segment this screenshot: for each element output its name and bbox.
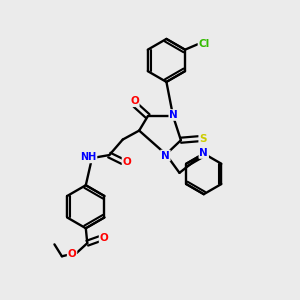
Text: S: S [199,134,207,144]
Text: N: N [200,148,208,158]
Text: O: O [130,96,139,106]
Text: N: N [161,151,170,160]
Text: O: O [100,233,108,243]
Text: Cl: Cl [199,39,210,49]
Text: O: O [68,249,76,259]
Text: N: N [169,110,178,120]
Text: O: O [122,157,131,167]
Text: NH: NH [80,152,97,163]
